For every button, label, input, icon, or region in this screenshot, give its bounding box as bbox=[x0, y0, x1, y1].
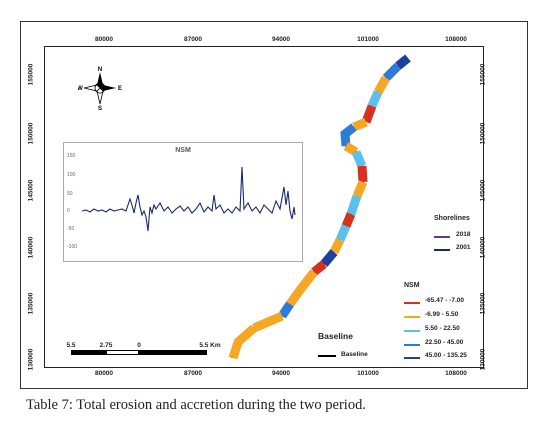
transect-segment bbox=[296, 269, 318, 293]
inset-y-tick: 100 bbox=[67, 172, 76, 178]
legend-label-2018: 2018 bbox=[456, 231, 471, 238]
nsm-label-5: 45.00 - 135.25 bbox=[425, 352, 467, 359]
x-tick-top: 80000 bbox=[94, 36, 114, 43]
x-tick-top: 87000 bbox=[183, 36, 203, 43]
transect-segment bbox=[395, 54, 411, 70]
transect-segment bbox=[320, 249, 338, 267]
transect-segment bbox=[228, 324, 257, 360]
transect-segment bbox=[367, 90, 383, 108]
nsm-legend-title: NSM bbox=[404, 282, 420, 289]
x-tick-bottom: 80000 bbox=[94, 370, 114, 377]
transect-segment bbox=[286, 287, 304, 307]
nsm-transects bbox=[228, 54, 411, 360]
scale-label: 5.5 bbox=[66, 342, 76, 349]
nsm-swatch-5 bbox=[404, 357, 420, 359]
transect-segment bbox=[278, 301, 294, 319]
compass-s: S bbox=[98, 106, 102, 110]
x-tick-bottom: 87000 bbox=[183, 370, 203, 377]
nsm-swatch-1 bbox=[404, 302, 420, 304]
transect-segment bbox=[311, 260, 327, 276]
inset-y-tick: 0 bbox=[67, 208, 70, 214]
scale-bar-segment bbox=[106, 350, 139, 355]
transect-segment bbox=[382, 62, 402, 82]
x-tick-top: 94000 bbox=[271, 36, 291, 43]
legend-swatch-2018 bbox=[434, 236, 450, 238]
inset-y-tick: -50 bbox=[67, 226, 75, 232]
transect-segment bbox=[340, 123, 357, 147]
legend-label-2001: 2001 bbox=[456, 244, 471, 251]
x-tick-top: 101000 bbox=[357, 36, 379, 43]
compass-n: N bbox=[98, 67, 102, 73]
x-tick-bottom: 94000 bbox=[271, 370, 291, 377]
baseline-swatch bbox=[318, 355, 336, 357]
transect-segment bbox=[346, 194, 362, 216]
nsm-swatch-2 bbox=[404, 316, 420, 318]
baseline-legend-label: Baseline bbox=[341, 351, 368, 358]
transect-segment bbox=[351, 150, 367, 168]
scale-label: 2.75 bbox=[99, 342, 113, 349]
transect-segment bbox=[352, 180, 368, 198]
nsm-label-3: 5.50 - 22.50 bbox=[425, 325, 460, 332]
inset-y-tick: 150 bbox=[67, 153, 76, 159]
transect-segment bbox=[374, 75, 390, 95]
x-tick-bottom: 101000 bbox=[357, 370, 379, 377]
compass-rose-icon: N S E W bbox=[77, 66, 122, 112]
nsm-swatch-4 bbox=[404, 344, 420, 346]
inset-title: NSM bbox=[175, 147, 191, 154]
scale-bar-segment bbox=[139, 350, 207, 355]
nsm-label-1: -65.47 - -7.00 bbox=[425, 297, 465, 304]
legend-swatch-2001 bbox=[434, 249, 450, 251]
x-tick-top: 108000 bbox=[445, 36, 467, 43]
scale-label: 0 bbox=[137, 342, 141, 349]
inset-y-tick: 50 bbox=[67, 191, 73, 197]
transect-segment bbox=[341, 212, 356, 228]
map-frame bbox=[44, 46, 484, 368]
scale-label: 5.5 Km bbox=[199, 342, 221, 349]
scale-bar-segment bbox=[71, 350, 106, 355]
nsm-swatch-3 bbox=[404, 330, 420, 332]
nsm-label-4: 22.50 - 45.00 bbox=[425, 339, 464, 346]
transect-segment bbox=[252, 311, 284, 333]
inset-y-tick: -100 bbox=[67, 244, 78, 250]
transect-segment bbox=[335, 224, 351, 242]
nsm-label-2: -6.99 - 5.50 bbox=[425, 311, 459, 318]
transect-segment bbox=[357, 165, 368, 183]
compass-e: E bbox=[118, 86, 122, 92]
transect-segment bbox=[343, 142, 359, 156]
nsm-inset-chart: NSM 150 100 50 0 -50 -100 bbox=[63, 142, 303, 262]
transect-segment bbox=[352, 117, 368, 132]
transect-segment bbox=[361, 104, 377, 124]
x-tick-bottom: 108000 bbox=[445, 370, 467, 377]
baseline-legend-title: Baseline bbox=[318, 331, 353, 341]
transect-segment bbox=[329, 237, 345, 255]
compass-w: W bbox=[78, 86, 83, 92]
nsm-series-line bbox=[81, 166, 296, 232]
shorelines-legend-title: Shorelines bbox=[434, 215, 470, 222]
figure-caption: Table 7: Total erosion and accretion dur… bbox=[26, 397, 366, 413]
